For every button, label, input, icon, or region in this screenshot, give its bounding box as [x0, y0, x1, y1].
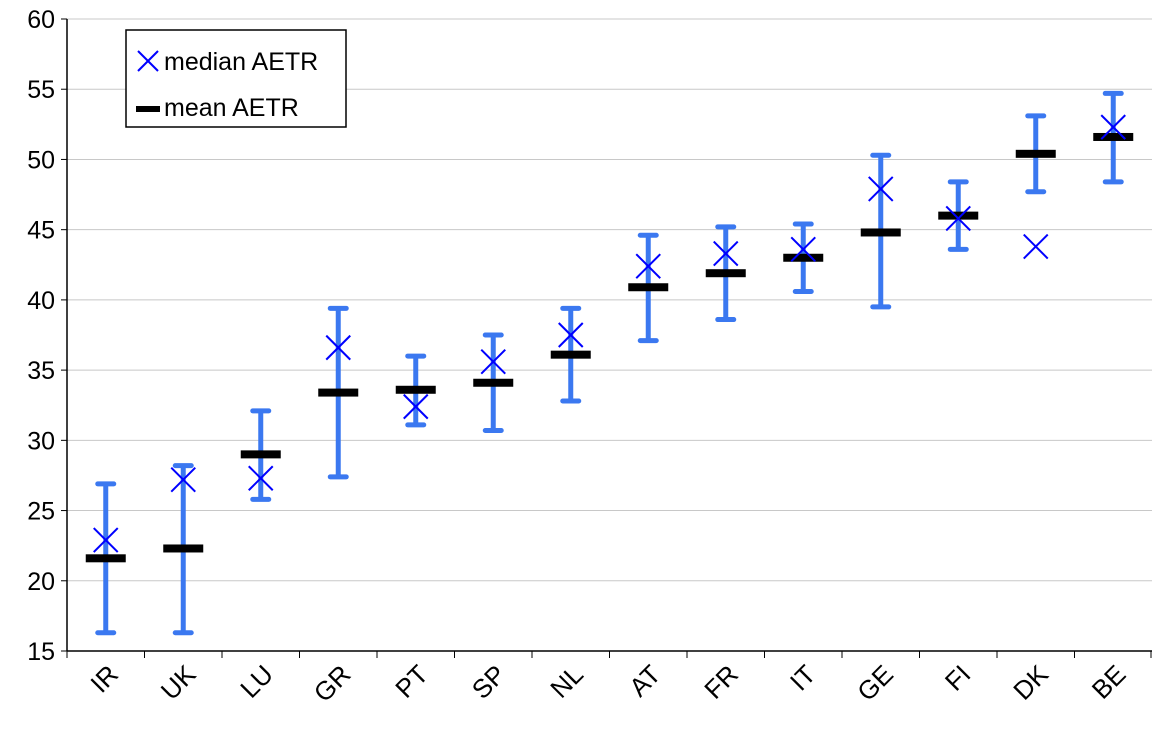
- legend-mean-label: mean AETR: [164, 94, 299, 122]
- median-marker-lu: [248, 465, 274, 491]
- median-marker-gr: [325, 334, 351, 361]
- y-tick-label: 60: [27, 6, 55, 34]
- legend-median-label: median AETR: [164, 48, 318, 76]
- median-marker-stroke: [945, 205, 971, 232]
- x-tick-label: AT: [623, 659, 666, 702]
- mean-marker-it: [783, 253, 824, 262]
- median-marker-stroke: [325, 334, 351, 361]
- legend: median AETR mean AETR: [125, 29, 347, 128]
- mean-marker-dk: [1015, 149, 1056, 158]
- median-marker-be: [1100, 114, 1126, 140]
- median-marker-stroke: [170, 466, 196, 493]
- mean-marker-ir: [85, 554, 126, 563]
- x-tick-label: LU: [234, 659, 279, 704]
- x-tick-label: NL: [544, 659, 589, 704]
- x-tick-label: FR: [698, 659, 744, 705]
- x-tick-label: UK: [155, 659, 202, 706]
- x-tick-label: FI: [939, 659, 977, 697]
- mean-marker-at: [628, 283, 669, 292]
- median-marker-stroke: [248, 465, 274, 491]
- median-marker-fi: [945, 205, 971, 232]
- error-bars: [95, 90, 1124, 636]
- mean-marker-lu: [240, 450, 281, 459]
- median-marker-stroke: [93, 527, 119, 553]
- y-tick-label: 50: [27, 146, 55, 174]
- median-marker-it: [790, 236, 816, 263]
- median-marker-dk: [1023, 233, 1049, 260]
- legend-box: [125, 29, 347, 128]
- mean-marker-pt: [395, 385, 436, 394]
- median-marker-stroke: [635, 253, 661, 279]
- y-tick-label: 35: [27, 357, 55, 385]
- legend-mean-marker: [136, 106, 160, 112]
- median-marker-at: [635, 253, 661, 279]
- x-tick-label: DK: [1007, 659, 1054, 706]
- median-marker-uk: [170, 466, 196, 493]
- mean-marker-sp: [473, 378, 514, 387]
- y-tick-label: 45: [27, 217, 55, 245]
- y-tick-label: 20: [27, 568, 55, 596]
- median-marker-stroke: [790, 236, 816, 263]
- y-tick-label: 25: [27, 498, 55, 526]
- x-tick-label: BE: [1086, 659, 1132, 705]
- median-marker-ir: [93, 527, 119, 553]
- x-tick-label: SP: [466, 659, 512, 705]
- x-tick-label: IR: [84, 659, 124, 699]
- mean-marker-fr: [705, 269, 746, 278]
- median-marker-stroke: [1023, 233, 1049, 260]
- median-marker-stroke: [868, 176, 894, 202]
- median-marker-stroke: [713, 240, 739, 267]
- median-marker-sp: [480, 348, 506, 375]
- mean-marker-fi: [938, 211, 979, 220]
- median-marker-stroke: [403, 393, 429, 420]
- y-tick-label: 15: [27, 638, 55, 666]
- median-marker-stroke: [558, 322, 584, 348]
- mean-marker-ge: [860, 228, 901, 237]
- x-tick-label: GR: [308, 659, 357, 708]
- x-tick-label: IT: [784, 659, 822, 697]
- median-marker-ge: [868, 176, 894, 202]
- mean-series: [85, 132, 1134, 563]
- gridlines: [67, 18, 1152, 582]
- median-marker-fr: [713, 240, 739, 267]
- median-marker-stroke: [1100, 114, 1126, 140]
- median-series: [93, 114, 1126, 553]
- mean-marker-uk: [163, 544, 204, 553]
- mean-marker-gr: [318, 388, 359, 397]
- y-tick-label: 30: [27, 427, 55, 455]
- x-tick-label: GE: [851, 659, 899, 707]
- axes: 15 20 25 30 35 40 45 50 55 60 IR UK LU GR PT SP NL AT FR IT…: [27, 6, 1152, 708]
- median-marker-pt: [403, 393, 429, 420]
- median-marker-nl: [558, 322, 584, 348]
- mean-marker-nl: [550, 350, 591, 359]
- y-tick-label: 40: [27, 287, 55, 315]
- y-tick-label: 55: [27, 76, 55, 104]
- x-tick-label: PT: [389, 659, 434, 704]
- legend-median-marker: [137, 50, 159, 72]
- median-marker-stroke: [480, 348, 506, 375]
- mean-marker-be: [1093, 132, 1134, 141]
